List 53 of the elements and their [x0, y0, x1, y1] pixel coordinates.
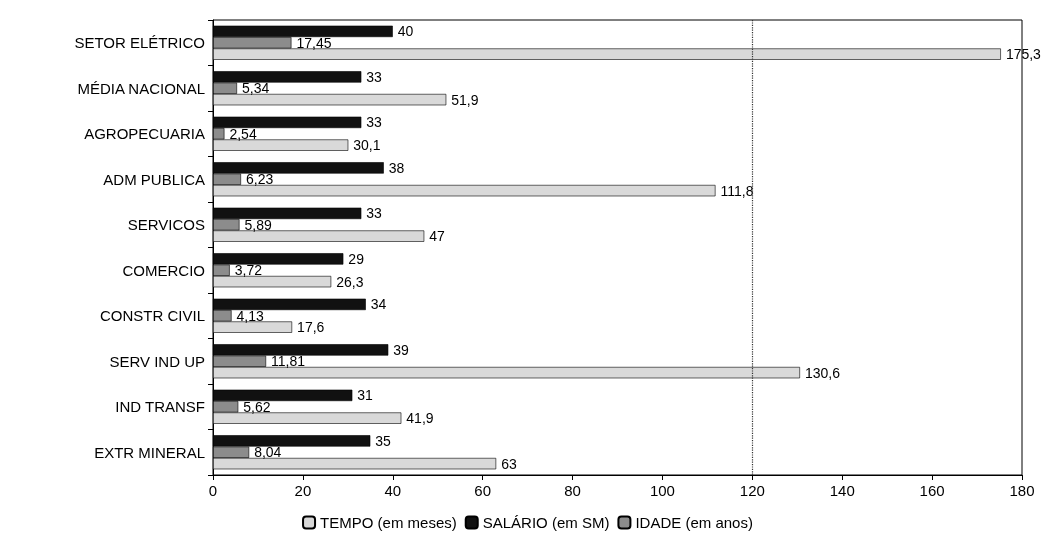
x-tick-label: 180 [1009, 482, 1035, 499]
x-tick-label: 100 [649, 482, 675, 499]
data-label: 8,04 [254, 444, 282, 461]
data-label: 29 [348, 250, 365, 267]
data-label: 33 [366, 205, 383, 222]
data-label: 4,13 [236, 307, 265, 324]
data-label: 130,6 [804, 364, 841, 381]
y-tick-label: MÉDIA NACIONAL [77, 79, 205, 97]
x-tick-label: 60 [474, 482, 492, 499]
y-tick-label: IND TRANSF [115, 398, 205, 416]
legend-label: IDADE (em anos) [635, 514, 753, 531]
data-label: 175,3 [1005, 46, 1042, 63]
data-label: 5,34 [242, 80, 270, 97]
x-tick-label: 0 [208, 482, 218, 499]
y-tick-label: ADM PUBLICA [103, 170, 205, 188]
legend-label: SALÁRIO (em SM) [482, 514, 610, 531]
data-label: 26,3 [336, 273, 364, 290]
data-label: 5,89 [244, 216, 272, 233]
data-label: 34 [370, 296, 387, 313]
y-tick-label: CONSTR CIVIL [99, 307, 205, 325]
data-label: 40 [397, 23, 414, 40]
y-tick-label: AGROPECUARIA [84, 125, 205, 143]
y-tick-label: SETOR ELÉTRICO [74, 34, 205, 52]
data-label: 51,9 [451, 91, 479, 108]
data-label: 35 [375, 432, 392, 449]
legend-label: TEMPO (em meses) [320, 514, 457, 531]
x-tick-label: 120 [739, 482, 765, 499]
data-label: 30,1 [353, 137, 381, 154]
y-tick-label: SERVICOS [127, 216, 205, 234]
data-label: 17,6 [297, 319, 325, 336]
x-tick-label: 160 [919, 482, 945, 499]
data-label: 33 [366, 114, 383, 131]
y-tick-label: EXTR MINERAL [94, 443, 205, 461]
x-tick-label: 80 [564, 482, 581, 499]
data-label: 31 [357, 387, 374, 404]
data-label: 5,62 [243, 398, 271, 415]
data-label: 3,72 [234, 262, 263, 279]
x-tick-label: 140 [829, 482, 855, 499]
data-label: 111,8 [720, 182, 754, 199]
data-label: 39 [393, 341, 410, 358]
data-label: 38 [388, 159, 405, 176]
data-label: 41,9 [406, 410, 434, 427]
data-label: 63 [501, 455, 517, 472]
data-label: 11,81 [271, 353, 306, 370]
y-tick-label: COMERCIO [122, 261, 205, 279]
x-tick-label: 40 [384, 482, 402, 499]
data-label: 33 [366, 68, 383, 85]
x-tick-label: 20 [294, 482, 312, 499]
y-tick-label: SERV IND UP [109, 352, 205, 370]
data-label: 6,23 [246, 171, 274, 188]
data-label: 17,45 [296, 34, 332, 51]
data-label: 2,54 [229, 125, 257, 142]
data-label: 47 [429, 228, 446, 245]
